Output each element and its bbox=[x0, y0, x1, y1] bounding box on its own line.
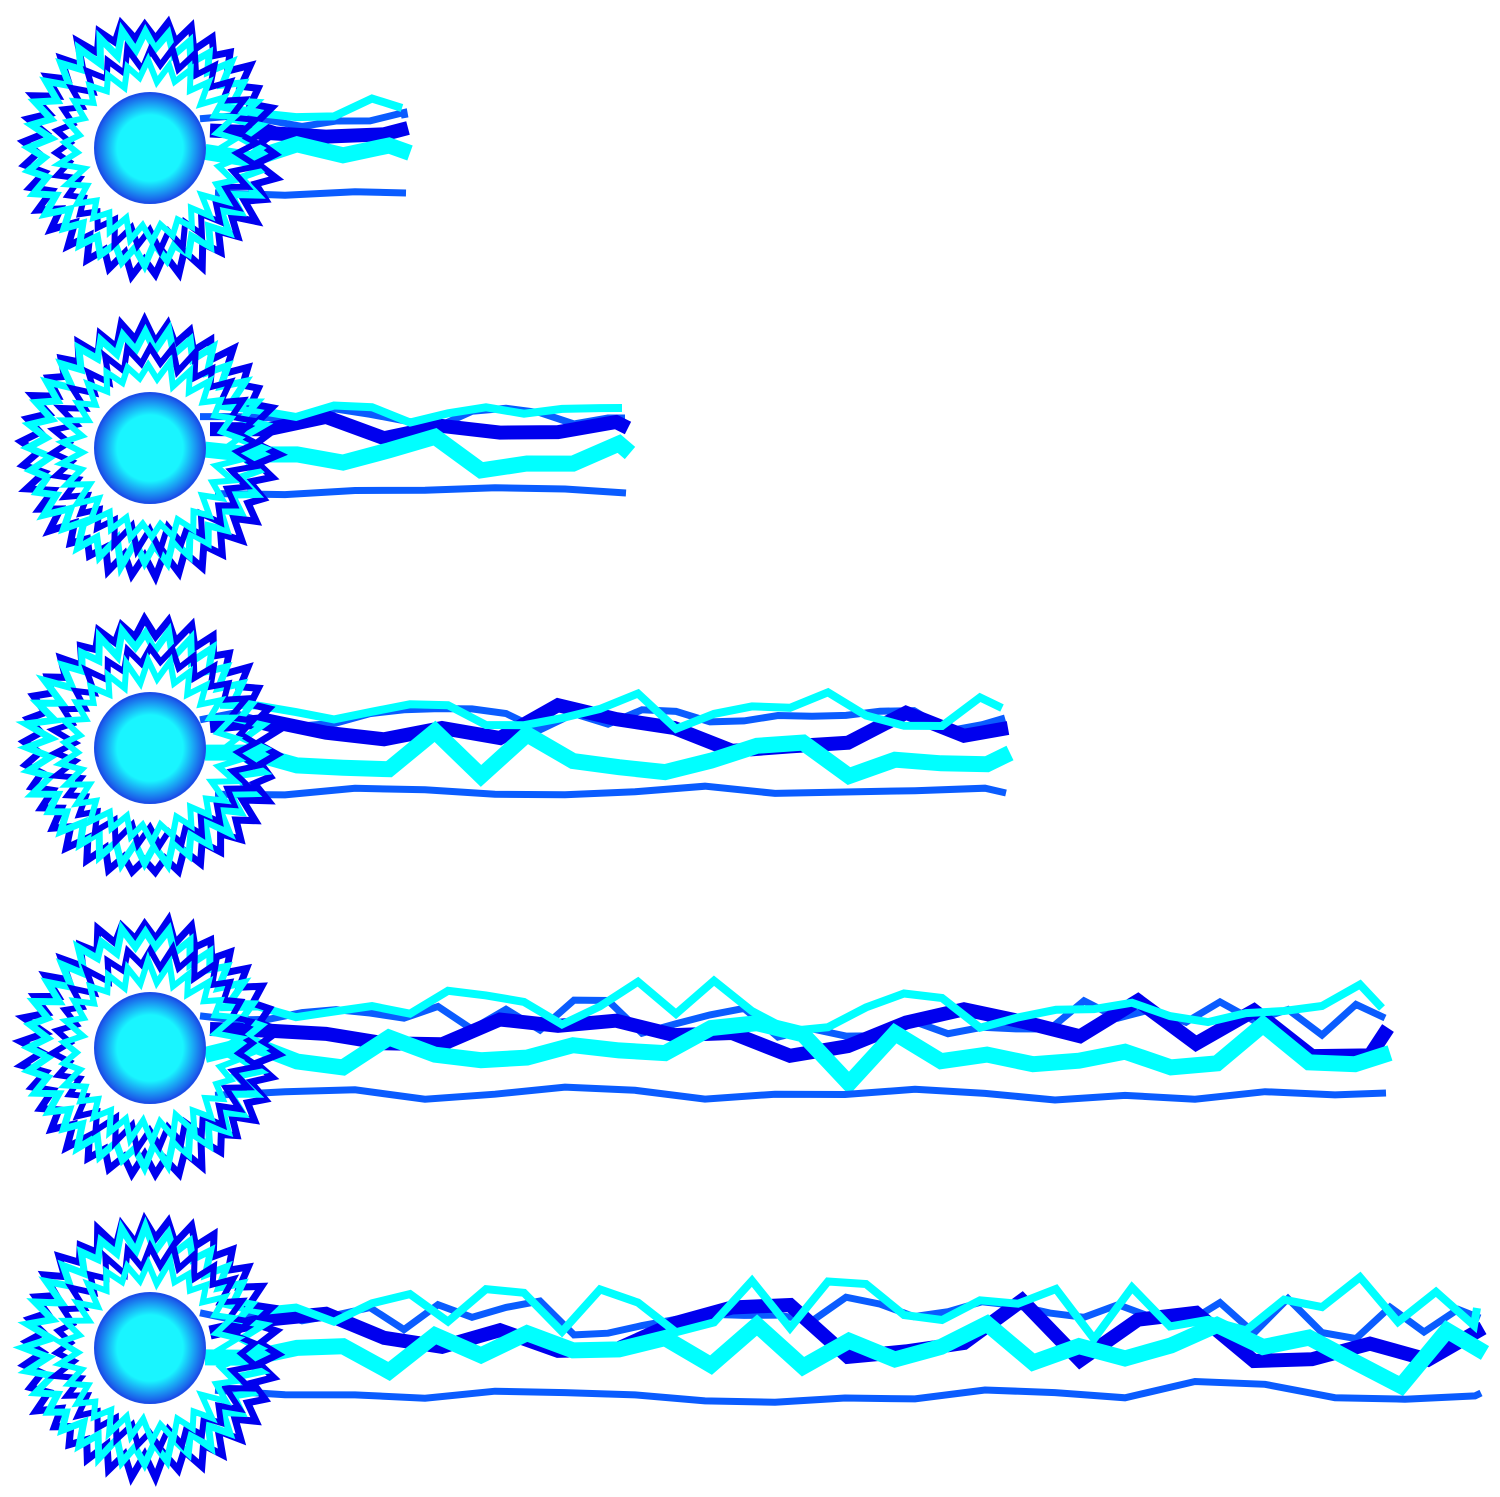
rows-layer bbox=[11, 15, 1490, 1487]
ring-outer-blue bbox=[16, 15, 286, 284]
ring-mid-cyan bbox=[53, 354, 247, 545]
ring-mid-blue bbox=[46, 341, 266, 559]
tail-cyan-thin bbox=[219, 687, 1004, 734]
tail-blue-thick bbox=[209, 409, 632, 446]
tail-cyan-thick bbox=[204, 1314, 1490, 1396]
ring-mid-cyan bbox=[57, 950, 250, 1150]
row-1 bbox=[16, 15, 413, 284]
orb bbox=[94, 1292, 206, 1404]
tail-cyan-thin bbox=[219, 94, 404, 122]
row-2 bbox=[14, 311, 636, 586]
orb bbox=[94, 392, 206, 504]
ring-mid-cyan bbox=[52, 652, 247, 849]
tail-mid-blue-lower bbox=[214, 1083, 1387, 1104]
tail-cyan-thin bbox=[219, 401, 623, 427]
tail-cyan-thin bbox=[219, 975, 1385, 1036]
orb bbox=[94, 92, 206, 204]
tail-cyan-thick bbox=[203, 1014, 1393, 1096]
tail-mid-blue-lower bbox=[214, 484, 627, 499]
ring-mid-blue bbox=[46, 940, 266, 1157]
ring-mid-cyan bbox=[50, 52, 243, 248]
ring-mid-blue bbox=[46, 642, 264, 852]
row-3 bbox=[15, 611, 1014, 878]
tail-cyan-thin bbox=[219, 1271, 1481, 1346]
orb bbox=[94, 692, 206, 804]
tail-cyan-thick bbox=[205, 720, 1014, 787]
tail-mid-blue-lower bbox=[214, 1377, 1483, 1406]
row-4 bbox=[11, 911, 1394, 1182]
row-5 bbox=[12, 1211, 1490, 1487]
tail-mid-blue-lower bbox=[214, 782, 1007, 799]
orb bbox=[94, 992, 206, 1104]
ring-mid-cyan bbox=[51, 1252, 246, 1449]
